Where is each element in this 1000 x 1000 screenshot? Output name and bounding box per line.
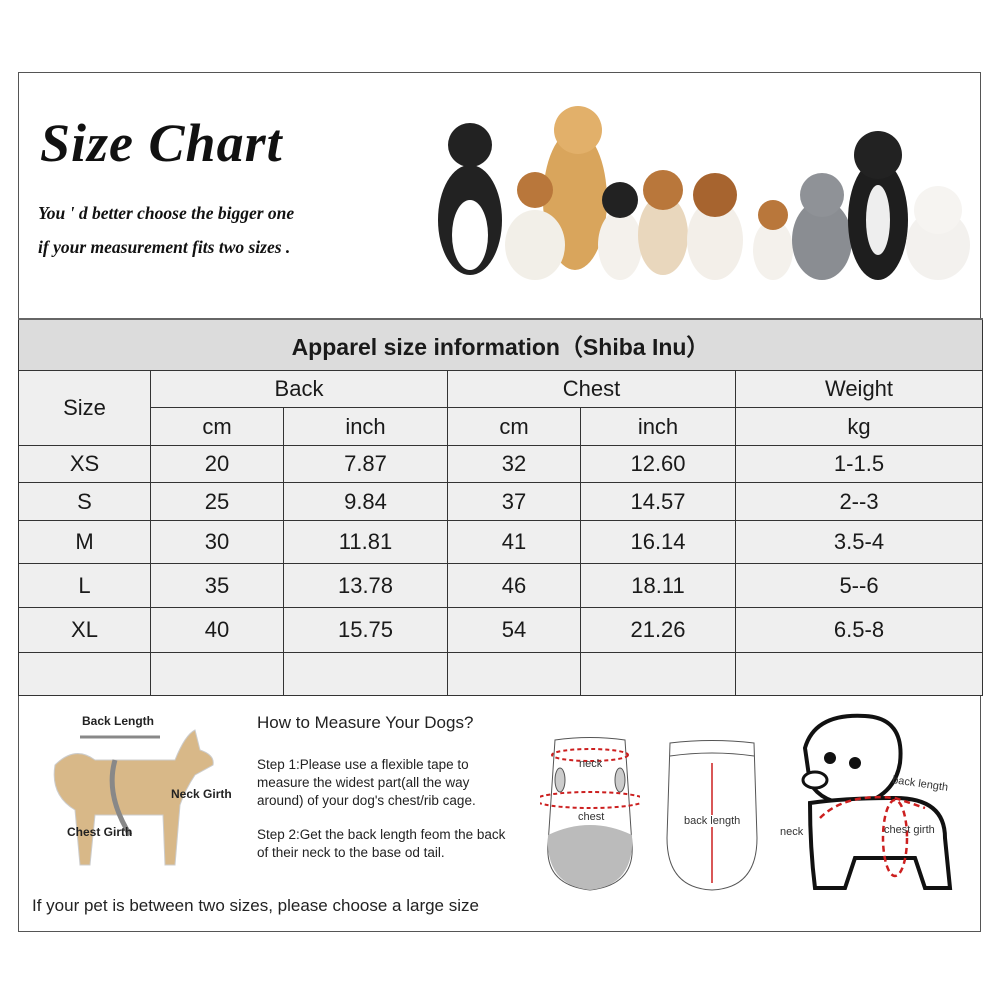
- value-cell: 20: [150, 445, 284, 483]
- chest-girth-label: Chest Girth: [67, 825, 133, 839]
- back-length-label: Back Length: [82, 714, 155, 728]
- value-cell: 15.75: [283, 607, 448, 653]
- dog-border-collie: [438, 123, 502, 275]
- step-2: Step 2:Get the back length feom the back…: [257, 827, 506, 860]
- value-cell: 2--3: [735, 482, 983, 521]
- size-note: If your pet is between two sizes, please…: [32, 896, 479, 915]
- size-cell: S: [18, 482, 151, 521]
- table-caption: Apparel size information（Shiba Inu）: [18, 318, 983, 371]
- value-cell: 5--6: [735, 563, 983, 608]
- value-cell: 40: [150, 607, 284, 653]
- value-cell: 3.5-4: [735, 520, 983, 564]
- size-cell: XL: [18, 607, 151, 653]
- value-cell: 32: [447, 445, 581, 483]
- garment-front-diagram: [540, 737, 640, 891]
- step-1: Step 1:Please use a flexible tape to mea…: [257, 757, 476, 808]
- chest-girth-strap: [109, 759, 133, 837]
- value-cell: 46: [447, 563, 581, 608]
- measure-heading: How to Measure Your Dogs?: [257, 713, 474, 732]
- unit-cell: inch: [283, 407, 448, 446]
- subtitle-line-1: You ' d better choose the bigger one: [38, 203, 295, 223]
- value-cell: 16.14: [580, 520, 736, 564]
- table-row: XS 20 7.87 32 12.60 1-1.5: [18, 445, 983, 483]
- neck-girth-label: Neck Girth: [171, 787, 232, 801]
- value-cell: 9.84: [283, 482, 448, 521]
- value-cell: 1-1.5: [735, 445, 983, 483]
- subtitle-line-2: if your measurement fits two sizes .: [38, 237, 291, 257]
- value-cell: 7.87: [283, 445, 448, 483]
- garment-back-length-label: back length: [684, 815, 741, 827]
- value-cell: 35: [150, 563, 284, 608]
- puppy-measure-illustration: [801, 713, 953, 890]
- size-cell: M: [18, 520, 151, 564]
- value-cell: 54: [447, 607, 581, 653]
- unit-cell: cm: [447, 407, 581, 446]
- table-row: M 30 11.81 41 16.14 3.5-4: [18, 520, 983, 564]
- value-cell: [580, 652, 736, 696]
- dog-pekingese: [638, 170, 688, 275]
- table-row: XL 40 15.75 54 21.26 6.5-8: [18, 607, 983, 653]
- husky-measure-illustration: [53, 729, 214, 866]
- unit-cell: inch: [580, 407, 736, 446]
- value-cell: 14.57: [580, 482, 736, 521]
- back-header: Back: [150, 370, 448, 408]
- size-header: Size: [18, 370, 151, 446]
- cat-british-shorthair: [792, 173, 852, 280]
- size-cell: XS: [18, 445, 151, 483]
- value-cell: 13.78: [283, 563, 448, 608]
- unit-cell: kg: [735, 407, 983, 446]
- dog-chihuahua: [598, 182, 642, 280]
- value-cell: 30: [150, 520, 284, 564]
- size-cell: [18, 652, 151, 696]
- table-row: [18, 652, 983, 696]
- garment-chest-label: chest: [578, 811, 605, 823]
- size-table: Apparel size information（Shiba Inu） Size…: [18, 318, 983, 696]
- value-cell: 12.60: [580, 445, 736, 483]
- puppy-chest-girth-label: chest girth: [884, 824, 935, 836]
- value-cell: 18.11: [580, 563, 736, 608]
- value-cell: [447, 652, 581, 696]
- weight-header: Weight: [735, 370, 983, 408]
- unit-cell: cm: [150, 407, 284, 446]
- chest-header: Chest: [447, 370, 736, 408]
- page-title: Size Chart: [40, 113, 283, 173]
- table-row: L 35 13.78 46 18.11 5--6: [18, 563, 983, 608]
- dog-french-bulldog: [848, 131, 908, 280]
- value-cell: 11.81: [283, 520, 448, 564]
- dog-jack-russell: [505, 172, 565, 280]
- cat-persian-white: [906, 186, 970, 280]
- value-cell: [735, 652, 983, 696]
- puppy-neck-label: neck: [780, 826, 804, 838]
- value-cell: 41: [447, 520, 581, 564]
- size-cell: L: [18, 563, 151, 608]
- table-row: S 25 9.84 37 14.57 2--3: [18, 482, 983, 521]
- dog-beagle: [687, 173, 743, 280]
- value-cell: 37: [447, 482, 581, 521]
- value-cell: 6.5-8: [735, 607, 983, 653]
- value-cell: [150, 652, 284, 696]
- value-cell: [283, 652, 448, 696]
- dog-small-terrier: [753, 200, 793, 280]
- pets-photo: [438, 106, 970, 280]
- garment-neck-label: neck: [579, 758, 603, 770]
- value-cell: 21.26: [580, 607, 736, 653]
- value-cell: 25: [150, 482, 284, 521]
